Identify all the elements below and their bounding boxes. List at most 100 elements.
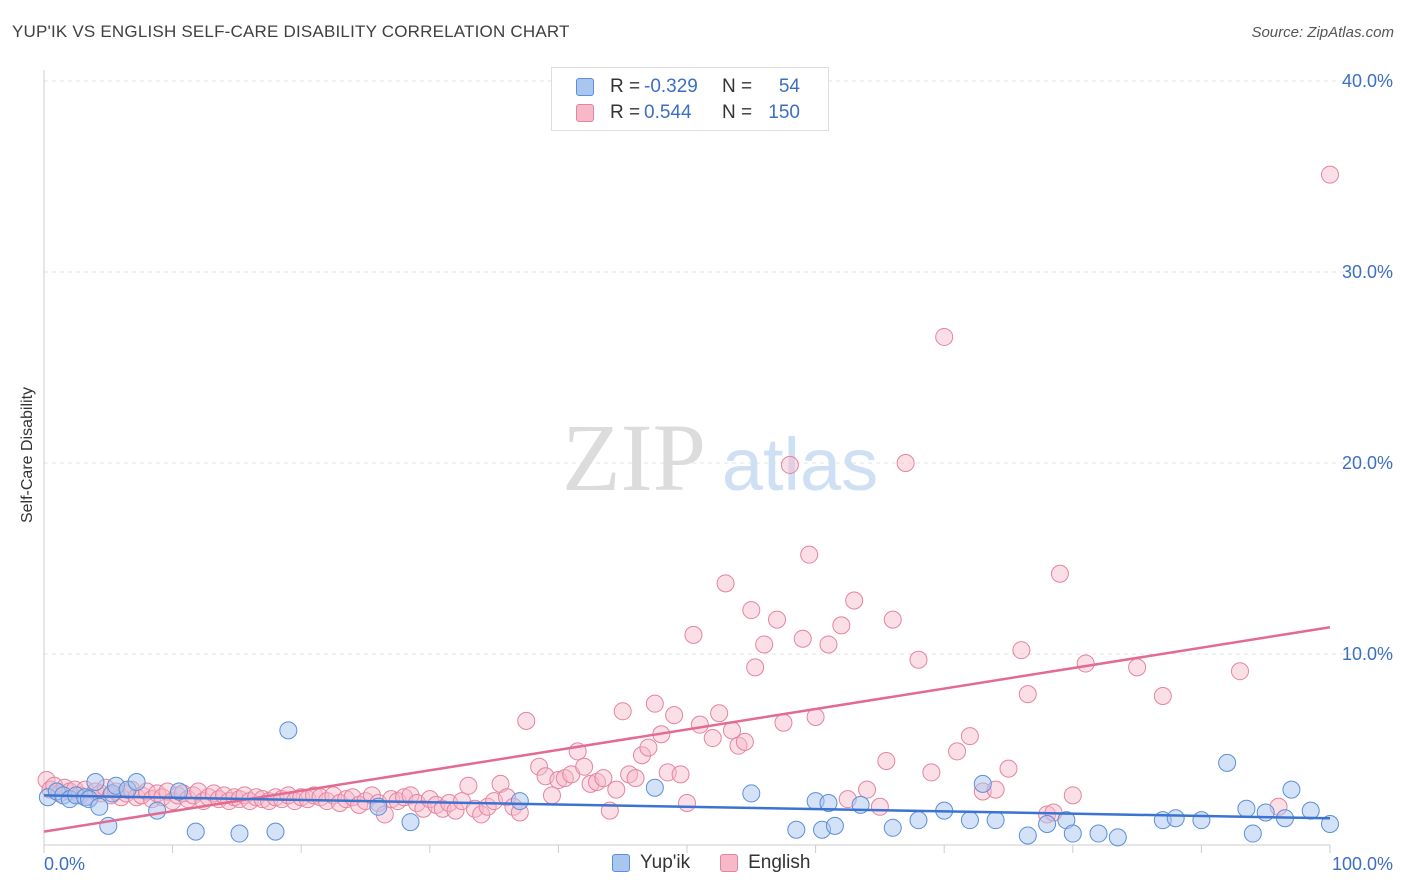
- y-tick-label: 10.0%: [1342, 644, 1393, 664]
- english-point: [999, 759, 1018, 778]
- yupik-point: [510, 792, 529, 811]
- tick-labels: 10.0% 20.0% 30.0% 40.0% 0.0% 100.0%: [44, 71, 1393, 874]
- english-point: [819, 635, 838, 654]
- legend-n-label: N =: [722, 102, 753, 123]
- y-tick-label: 30.0%: [1342, 262, 1393, 282]
- english-point: [735, 732, 754, 751]
- legend-r-value: 0.544: [644, 102, 692, 123]
- yupik-series: [38, 721, 1339, 847]
- english-point: [671, 765, 690, 784]
- english-point: [883, 610, 902, 629]
- english-point: [832, 616, 851, 635]
- english-point: [768, 610, 787, 629]
- english-trend-line: [43, 626, 1331, 833]
- english-point: [1063, 786, 1082, 805]
- legend-row-english: R = 0.544 N = 150: [576, 100, 800, 126]
- source-label: Source: ZipAtlas.com: [1251, 24, 1394, 41]
- yupik-point: [819, 793, 838, 812]
- english-point: [1076, 654, 1095, 673]
- english-point: [645, 694, 664, 713]
- y-tick-label: 20.0%: [1342, 453, 1393, 473]
- legend-row-yupik: R = -0.329 N = 54: [576, 74, 800, 100]
- english-point: [935, 327, 954, 346]
- yupik-point: [186, 822, 205, 841]
- yupik-point: [1108, 828, 1127, 847]
- english-point: [716, 574, 735, 593]
- english-point: [626, 769, 645, 788]
- yupik-point: [170, 782, 189, 801]
- english-point: [1050, 564, 1069, 583]
- english-point: [575, 757, 594, 776]
- y-axis-label: Self-Care Disability: [19, 386, 36, 524]
- english-point: [1230, 662, 1249, 681]
- english-point: [845, 591, 864, 610]
- english-point: [472, 805, 491, 824]
- yupik-point: [973, 774, 992, 793]
- english-point: [189, 782, 208, 801]
- english-point: [774, 713, 793, 732]
- english-point: [1012, 641, 1031, 660]
- yupik-point: [279, 721, 298, 740]
- watermark-zip: ZIP: [562, 404, 706, 511]
- yupik-point: [1282, 780, 1301, 799]
- series-name-english: English: [748, 852, 811, 873]
- legend-r-label: R =: [610, 102, 641, 123]
- legend-swatch-yupik: [576, 78, 594, 96]
- trend-lines: [43, 626, 1331, 833]
- watermark-atlas: atlas: [722, 423, 878, 506]
- english-point: [896, 454, 915, 472]
- yupik-point: [1018, 826, 1037, 845]
- english-point: [1153, 687, 1172, 706]
- english-point: [909, 650, 928, 669]
- series-legend-english[interactable]: English: [720, 852, 810, 874]
- yupik-point: [1218, 753, 1237, 772]
- english-point: [793, 629, 812, 648]
- english-point: [665, 706, 684, 725]
- series-legend-yupik[interactable]: Yup'ik: [612, 852, 690, 874]
- legend-n-value: 54: [778, 76, 800, 97]
- yupik-point: [230, 824, 249, 843]
- yupik-point: [266, 822, 285, 841]
- yupik-point: [1063, 824, 1082, 843]
- legend-swatch-english: [576, 104, 594, 122]
- english-point: [678, 793, 696, 812]
- english-point: [800, 545, 819, 564]
- series-swatch-english: [720, 854, 739, 872]
- english-point: [613, 702, 632, 721]
- english-point: [710, 704, 729, 723]
- yupik-point: [986, 811, 1005, 830]
- correlation-legend: R = -0.329 N = 54 R = 0.544 N = 150: [551, 67, 829, 131]
- yupik-point: [742, 784, 761, 803]
- english-point: [742, 601, 761, 620]
- english-point: [607, 780, 626, 799]
- english-point: [632, 746, 651, 765]
- yupik-point: [1089, 824, 1108, 843]
- yupik-point: [645, 778, 664, 797]
- x-tick-label: 0.0%: [44, 854, 85, 874]
- english-point: [594, 769, 613, 788]
- y-tick-label: 40.0%: [1342, 71, 1393, 91]
- legend-r-value: -0.329: [644, 76, 698, 97]
- yupik-point: [90, 797, 109, 816]
- yupik-point: [1256, 803, 1275, 822]
- english-point: [870, 797, 889, 816]
- english-point: [703, 729, 722, 748]
- yupik-point: [401, 813, 420, 832]
- english-series: [37, 165, 1339, 824]
- yupik-point: [1038, 814, 1057, 833]
- grid-lines: [44, 80, 1392, 655]
- english-point: [530, 757, 549, 776]
- yupik-point: [148, 801, 167, 820]
- legend-n-value: 150: [768, 102, 800, 123]
- yupik-point: [960, 811, 979, 830]
- yupik-point: [825, 816, 844, 835]
- yupik-point: [1192, 811, 1211, 830]
- series-swatch-yupik: [612, 854, 630, 872]
- watermark: ZIP atlas: [562, 404, 878, 511]
- english-point: [948, 742, 967, 761]
- english-point: [401, 786, 420, 805]
- series-name-yupik: Yup'ik: [640, 852, 691, 873]
- yupik-point: [127, 772, 146, 791]
- yupik-trend-line: [43, 794, 1331, 820]
